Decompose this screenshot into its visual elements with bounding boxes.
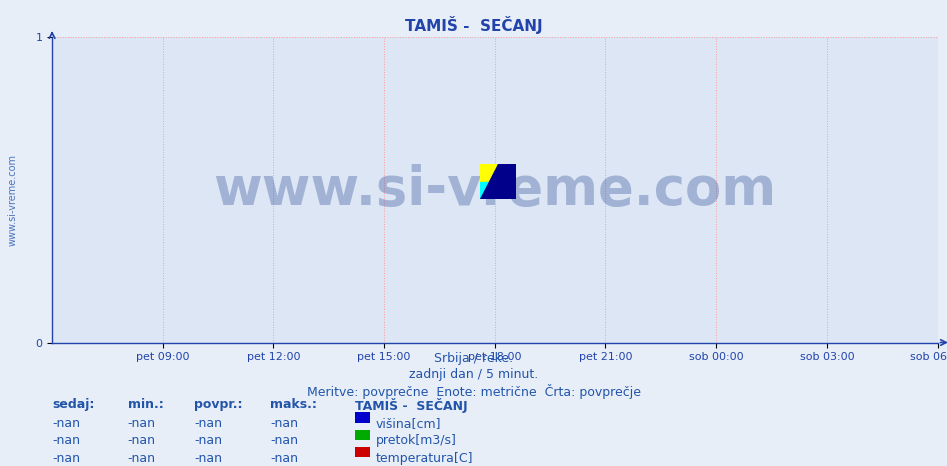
Text: -nan: -nan [52,452,80,465]
Text: višina[cm]: višina[cm] [376,417,441,430]
Bar [498,164,516,199]
Text: -nan: -nan [128,434,156,447]
Text: povpr.:: povpr.: [194,398,242,411]
Text: pretok[m3/s]: pretok[m3/s] [376,434,456,447]
Text: -nan: -nan [270,452,298,465]
Text: -nan: -nan [270,417,298,430]
Bar [480,164,498,182]
Text: temperatura[C]: temperatura[C] [376,452,474,465]
Text: TAMIŠ -  SEČANJ: TAMIŠ - SEČANJ [404,16,543,34]
Text: -nan: -nan [194,417,223,430]
Text: -nan: -nan [128,452,156,465]
Text: www.si-vreme.com: www.si-vreme.com [8,154,17,247]
Text: zadnji dan / 5 minut.: zadnji dan / 5 minut. [409,368,538,381]
Text: min.:: min.: [128,398,164,411]
Text: Srbija / reke.: Srbija / reke. [434,352,513,365]
Text: www.si-vreme.com: www.si-vreme.com [213,164,777,216]
Polygon shape [480,164,498,199]
Text: Meritve: povprečne  Enote: metrične  Črta: povprečje: Meritve: povprečne Enote: metrične Črta:… [307,384,640,399]
Text: -nan: -nan [52,417,80,430]
Text: -nan: -nan [270,434,298,447]
Text: -nan: -nan [194,434,223,447]
Bar [480,182,498,199]
Text: maks.:: maks.: [270,398,316,411]
Text: TAMIŠ -  SEČANJ: TAMIŠ - SEČANJ [355,398,468,413]
Text: -nan: -nan [52,434,80,447]
Text: -nan: -nan [194,452,223,465]
Text: sedaj:: sedaj: [52,398,95,411]
Text: -nan: -nan [128,417,156,430]
